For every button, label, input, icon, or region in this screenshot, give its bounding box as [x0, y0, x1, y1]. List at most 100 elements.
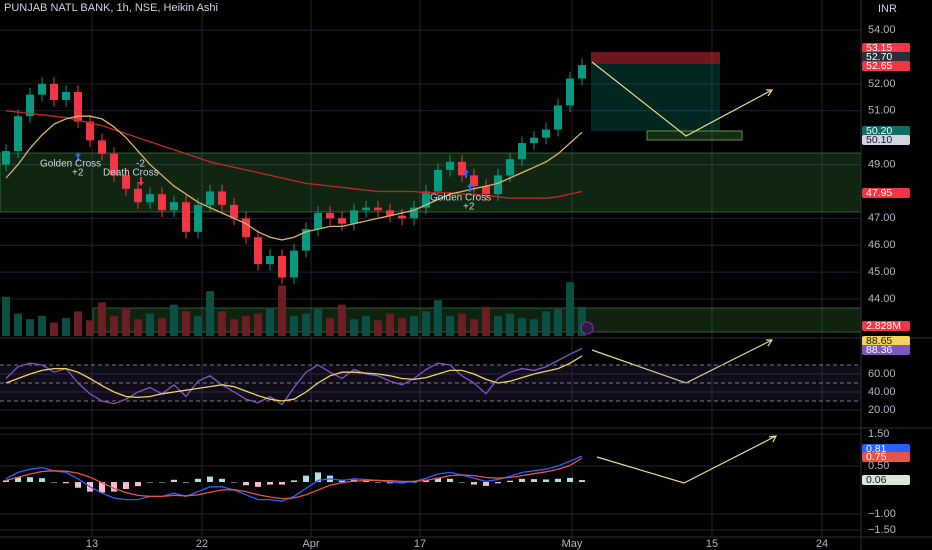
annotation: -2 — [136, 159, 145, 170]
price-tag — [862, 444, 910, 454]
volume-bar — [530, 319, 538, 336]
volume-bar — [446, 315, 454, 336]
price-tag-label: 53.15 — [866, 42, 892, 54]
candle-body — [530, 137, 538, 144]
macd-histogram — [375, 482, 381, 483]
candle-body — [14, 116, 22, 152]
target-box — [646, 130, 743, 141]
annotation: Death Cross — [103, 168, 159, 179]
price-tag — [862, 452, 910, 462]
candle-body — [566, 78, 574, 106]
candle-body — [506, 159, 514, 176]
volume-bar — [194, 315, 202, 336]
y-tick-label: 60.00 — [868, 368, 896, 380]
macd-histogram — [411, 482, 417, 483]
volume-bar — [422, 311, 430, 336]
candle-body — [470, 175, 478, 187]
volume-bar — [386, 313, 394, 336]
volume-bar — [62, 318, 70, 336]
macd-histogram — [387, 482, 393, 484]
macd-histogram — [27, 477, 33, 483]
volume-bar — [338, 304, 346, 336]
candle-body — [242, 218, 250, 238]
volume-bar — [398, 318, 406, 336]
volume-bar — [470, 319, 478, 336]
volume-bar — [518, 318, 526, 336]
candle-body — [122, 175, 130, 189]
macd-histogram — [315, 472, 321, 483]
macd-histogram — [555, 478, 561, 483]
candle-body — [206, 191, 214, 205]
x-tick-label: 13 — [86, 538, 98, 550]
candle-body — [194, 204, 202, 232]
annotation: +2 — [463, 202, 475, 213]
macd-histogram — [243, 482, 249, 486]
volume-bar — [218, 311, 226, 336]
macd-histogram — [507, 480, 513, 483]
macd-histogram — [363, 481, 369, 483]
y-tick-label: 45.00 — [868, 266, 896, 278]
price-tag-label: 2.828M — [866, 320, 901, 332]
candle-body — [458, 161, 466, 176]
volume-bar — [278, 285, 286, 336]
buy-arrow — [463, 169, 469, 178]
marks — [0, 58, 861, 502]
y-tick-label: 44.00 — [868, 293, 896, 305]
candle-body — [494, 175, 502, 195]
candle-body — [182, 202, 190, 232]
price-tag — [862, 475, 910, 485]
macd-histogram — [519, 478, 525, 483]
y-tick-label: 52.00 — [868, 78, 896, 90]
candle-body — [422, 191, 430, 208]
y-tick-label: 46.00 — [868, 239, 896, 251]
grid — [0, 0, 861, 537]
volume-bar — [134, 319, 142, 336]
candle-body — [326, 212, 334, 219]
volume-bar — [158, 318, 166, 336]
price-tag-label: 88.36 — [866, 344, 892, 356]
macd-histogram — [123, 482, 129, 490]
macd-histogram — [567, 477, 573, 483]
volume-bar — [254, 313, 262, 336]
volume-bar — [314, 309, 322, 336]
y-tick-label: 51.00 — [868, 105, 896, 117]
macd-histogram — [231, 482, 237, 483]
moving-average — [5, 115, 583, 241]
volume-bar — [98, 302, 106, 336]
macd-histogram — [171, 479, 177, 483]
volume-bar — [566, 282, 574, 336]
macd-histogram — [291, 480, 297, 483]
candle-body — [266, 255, 274, 265]
volume-bar — [242, 315, 250, 336]
chart-title: PUNJAB NATL BANK, 1h, NSE, Heikin Ashi — [4, 2, 218, 14]
volume-bar — [410, 315, 418, 336]
price-tag-label: 50.20 — [866, 125, 892, 137]
macd-histogram — [63, 482, 69, 484]
macd-histogram — [531, 479, 537, 483]
x-tick-label: May — [562, 538, 583, 550]
projection-arrow — [766, 89, 774, 97]
candle-body — [578, 65, 586, 79]
price-tag-label: 47.95 — [866, 187, 892, 199]
macd-line — [5, 455, 583, 502]
currency: INR — [878, 3, 897, 15]
macd-histogram — [483, 482, 489, 486]
candle-body — [146, 194, 154, 203]
volume-bar — [494, 315, 502, 336]
candle-body — [26, 94, 34, 117]
candle-body — [446, 161, 454, 170]
price-tag-label: 50.10 — [866, 134, 892, 146]
price-tag — [862, 336, 910, 346]
stop-zone — [591, 52, 720, 64]
volume-bar — [122, 308, 130, 336]
x-tick-label: Apr — [302, 538, 319, 550]
volume-bar — [554, 309, 562, 336]
volume-bar — [230, 319, 238, 336]
candle-body — [374, 207, 382, 211]
rsi-ma-line — [5, 355, 583, 402]
macd-histogram — [111, 482, 117, 492]
price-tag — [862, 188, 910, 198]
